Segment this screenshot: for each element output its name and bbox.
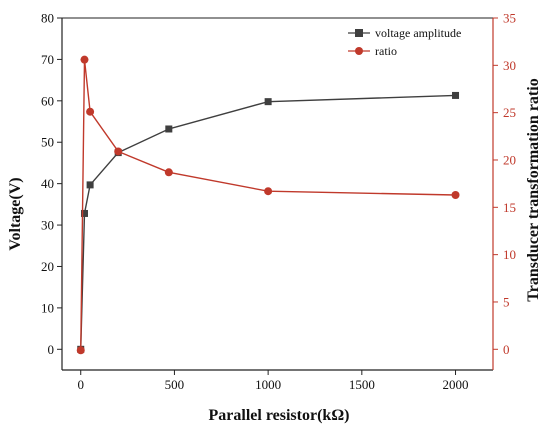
right-tick-label: 30 (503, 58, 516, 73)
right-y-axis: 0 5 10 15 20 25 30 35 (493, 11, 516, 357)
right-tick-label: 25 (503, 105, 516, 120)
left-tick-label: 80 (41, 11, 54, 26)
data-point-ratio (264, 187, 273, 196)
left-tick-label: 10 (41, 300, 54, 315)
data-point-voltage-amplitude (165, 125, 173, 133)
data-point-ratio (451, 191, 460, 200)
plot-frame (61, 17, 494, 371)
legend-marker-ratio (355, 47, 363, 55)
data-point-ratio (86, 107, 95, 116)
right-tick-label: 35 (503, 11, 516, 26)
series-layer (76, 55, 460, 355)
left-tick-label: 20 (41, 259, 54, 274)
data-point-voltage-amplitude (264, 98, 272, 106)
x-tick-label: 500 (165, 377, 185, 392)
data-point-ratio (114, 147, 123, 156)
x-tick-label: 2000 (443, 377, 469, 392)
right-tick-label: 0 (503, 342, 510, 357)
series-line-voltage-amplitude (80, 94, 456, 350)
right-tick-label: 5 (503, 294, 510, 309)
right-tick-label: 15 (503, 200, 516, 215)
x-tick-label: 1000 (255, 377, 281, 392)
right-tick-label: 10 (503, 247, 516, 262)
left-tick-label: 30 (41, 218, 54, 233)
legend-label-ratio: ratio (375, 44, 397, 58)
data-point-ratio (76, 346, 85, 355)
left-tick-label: 60 (41, 93, 54, 108)
data-point-voltage-amplitude (452, 91, 460, 99)
legend: voltage amplitude ratio (348, 26, 461, 58)
data-point-ratio (80, 55, 89, 64)
legend-item-voltage: voltage amplitude (348, 26, 461, 40)
left-y-axis: 0 10 20 30 40 50 60 70 80 (41, 11, 62, 357)
data-point-ratio (164, 168, 173, 177)
data-point-voltage-amplitude (80, 209, 88, 217)
x-tick-label: 1500 (349, 377, 375, 392)
left-tick-label: 50 (41, 135, 54, 150)
left-tick-label: 0 (48, 342, 55, 357)
data-point-voltage-amplitude (86, 181, 94, 189)
legend-label-voltage: voltage amplitude (375, 26, 461, 40)
x-tick-label: 0 (77, 377, 84, 392)
right-tick-label: 20 (503, 152, 516, 167)
left-tick-label: 70 (41, 52, 54, 67)
legend-marker-voltage (355, 29, 363, 37)
x-axis-title: Parallel resistor(kΩ) (209, 407, 350, 424)
left-y-axis-title: Voltage(V) (7, 177, 24, 250)
x-axis: 0 500 1000 1500 2000 (77, 370, 469, 392)
left-tick-label: 40 (41, 176, 54, 191)
legend-item-ratio: ratio (348, 44, 397, 58)
right-y-axis-title: Transducer transformation ratio (525, 78, 542, 301)
